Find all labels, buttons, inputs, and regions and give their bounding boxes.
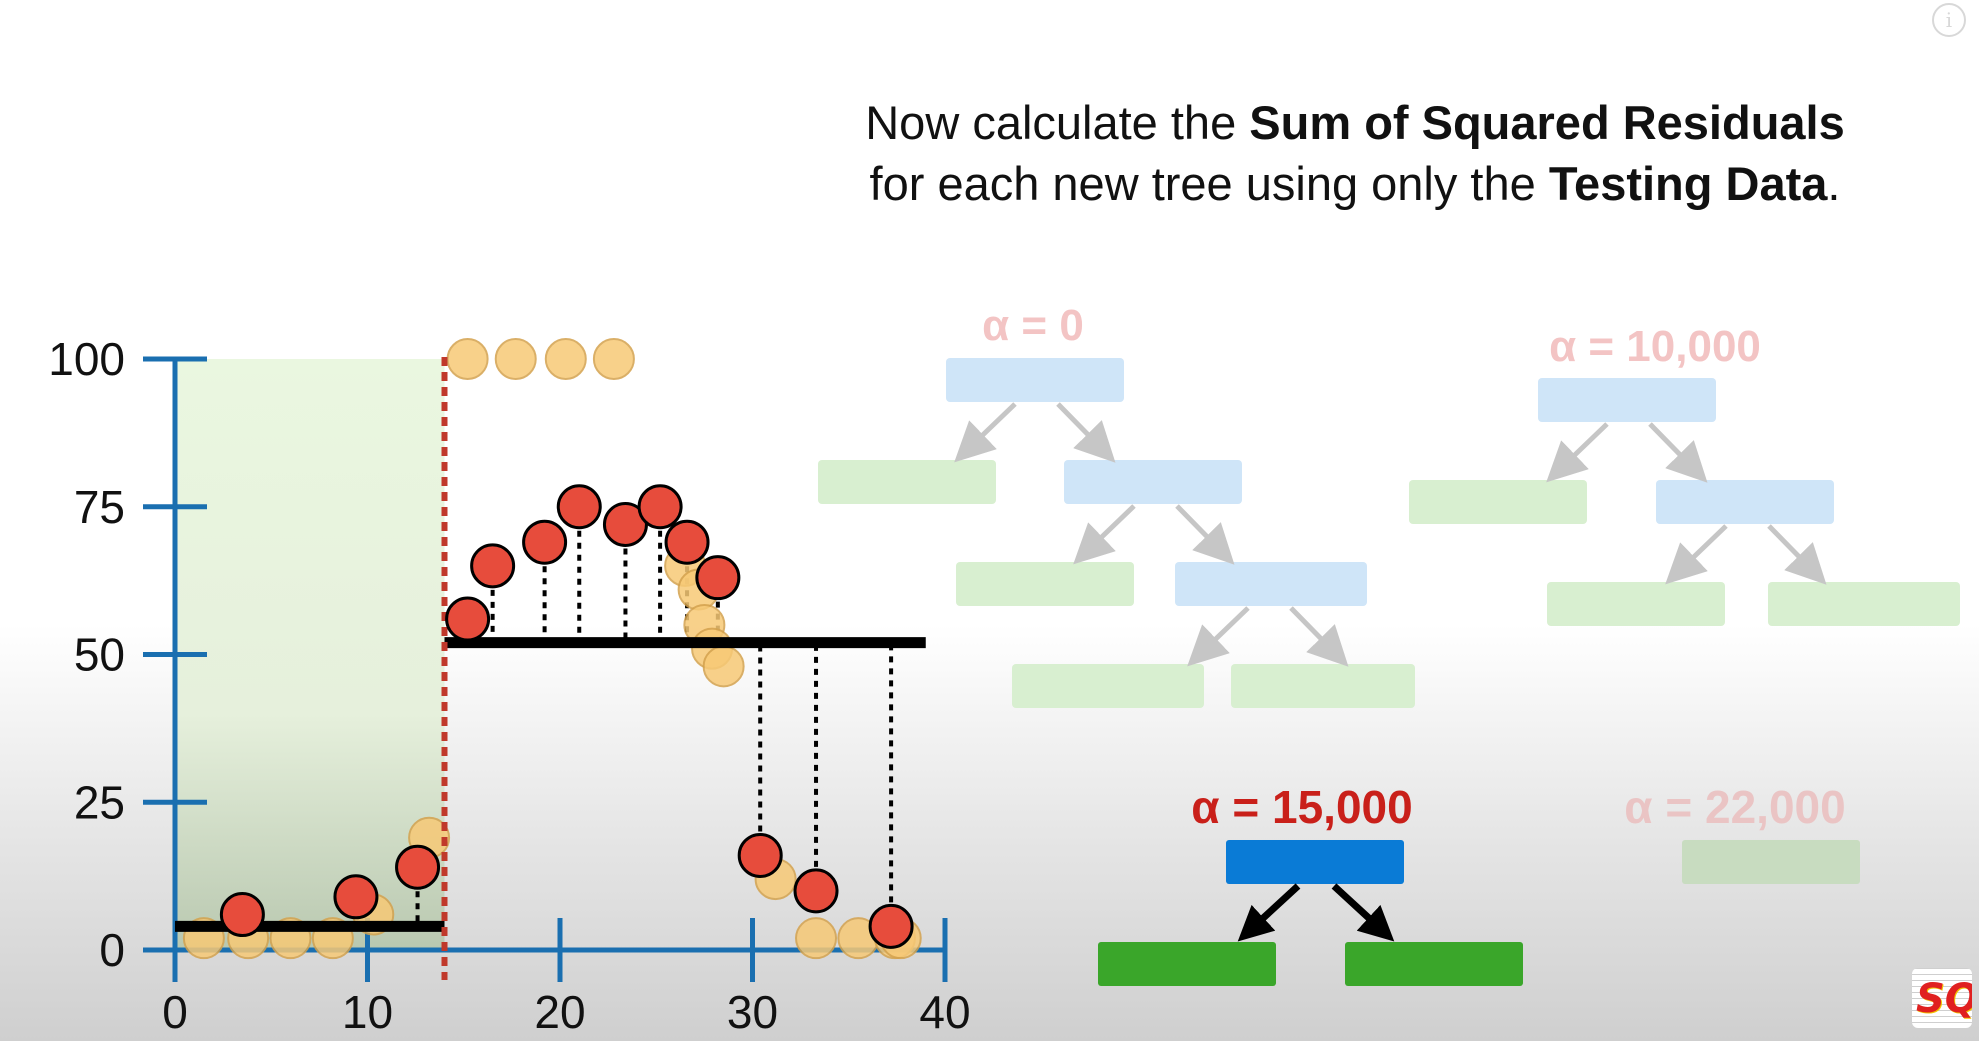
testing-point [868,903,914,949]
tree-node-root [1226,840,1404,884]
tree-node [1064,460,1242,504]
tree-leaf [818,460,996,504]
heading-line-2-period: . [1827,157,1841,210]
x-tick-label: 40 [919,986,970,1038]
tree-arrow [1237,883,1301,942]
tree-alpha-0: α = 0 [818,301,1415,708]
tree-leaf [1231,664,1415,708]
tree-arrow [1289,606,1349,667]
tree-arrow [1056,402,1116,463]
logo-text: SQ! [1916,976,1972,1022]
testing-point [556,484,602,530]
y-tick-label: 50 [74,629,125,681]
x-tick-label: 20 [534,986,585,1038]
tree-arrow [1665,524,1728,585]
testing-point [695,555,741,601]
tree-leaf [1012,664,1204,708]
testing-point [395,844,441,890]
y-tick-label: 100 [48,333,125,385]
training-point [446,338,489,380]
alpha-label-22000: α = 22,000 [1624,781,1845,833]
training-point [592,338,635,380]
testing-point [664,519,710,565]
x-tick-label: 0 [162,986,188,1038]
tree-arrow [1767,524,1827,585]
testing-point [219,892,265,938]
alpha-label-0: α = 0 [982,301,1084,350]
tree-alpha-15000: α = 15,000 [1098,781,1523,986]
y-tick-label: 75 [74,481,125,533]
info-icon[interactable]: i [1932,3,1966,37]
channel-logo: SQ! [1912,968,1972,1028]
tree-node-root [1538,378,1716,422]
slide-heading: Now calculate the Sum of Squared Residua… [790,92,1920,214]
tree-arrow [1648,422,1708,483]
testing-point [637,484,683,530]
tree-arrow [1175,504,1235,565]
tree-node [1656,480,1834,524]
heading-line-2-text: for each new tree using only the [869,157,1549,210]
x-tick-label: 30 [727,986,778,1038]
testing-point [793,868,839,914]
testing-point [737,832,783,878]
testing-point [333,874,379,920]
tree-arrow [1073,504,1136,565]
tree-leaf [1682,840,1860,884]
tree-leaf [956,562,1134,606]
tree-arrow [1187,606,1250,667]
y-tick-label: 25 [74,776,125,828]
heading-line-1-text: Now calculate the [865,96,1250,149]
tree-alpha-10000: α = 10,000 [1409,322,1960,626]
training-point [544,338,587,380]
training-point [494,338,537,380]
tree-leaf [1547,582,1725,626]
tree-leaf [1098,942,1276,986]
tree-arrow [1331,883,1395,942]
y-tick-label: 0 [99,924,125,976]
tree-alpha-22000: α = 22,000 [1624,781,1860,884]
tree-leaf [1409,480,1587,524]
testing-point [470,543,516,589]
heading-line-1-bold: Sum of Squared Residuals [1249,96,1845,149]
heading-line-1: Now calculate the Sum of Squared Residua… [790,92,1920,153]
x-tick-label: 10 [342,986,393,1038]
tree-arrow [1546,422,1609,483]
training-point [795,917,838,960]
alpha-label-15000: α = 15,000 [1191,781,1412,833]
heading-line-2: for each new tree using only the Testing… [790,153,1920,214]
tree-arrow [954,402,1017,463]
tree-leaf [1345,942,1523,986]
tree-node [1175,562,1367,606]
testing-point [522,519,568,565]
alpha-label-10000: α = 10,000 [1549,322,1761,371]
split-region-shade [175,359,445,950]
heading-line-2-bold: Testing Data [1548,157,1828,210]
tree-leaf [1768,582,1960,626]
tree-node-root [946,358,1124,402]
testing-point [445,596,491,642]
